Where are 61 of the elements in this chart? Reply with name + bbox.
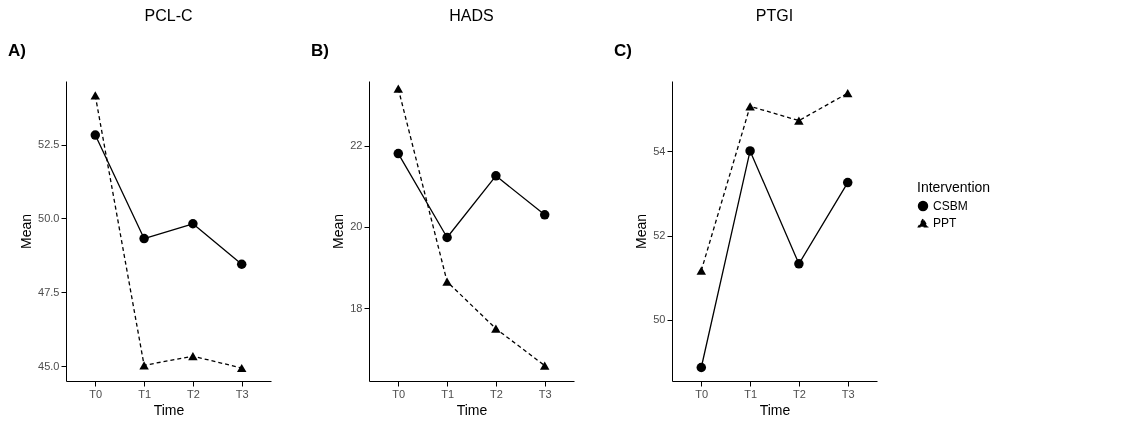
text: A) <box>8 41 26 60</box>
x-tick-label: T2 <box>186 387 200 400</box>
point <box>794 116 804 125</box>
text: C) <box>614 41 632 60</box>
x-tick-label: T0 <box>392 387 406 400</box>
y-tick-label: 52 <box>653 229 666 242</box>
chart-title: PCL-C <box>144 7 193 24</box>
x-tick-label: T0 <box>89 387 103 400</box>
point <box>745 146 755 156</box>
x-tick-label: T1 <box>138 387 152 400</box>
point <box>139 233 149 244</box>
x-tick-label: T2 <box>489 387 503 400</box>
y-tick-label: 20 <box>350 220 363 233</box>
point <box>188 352 198 361</box>
chart-title: PTGI <box>755 7 794 24</box>
chart-title: HADS <box>449 7 494 24</box>
legend-title: Intervention <box>917 179 991 195</box>
y-tick-label: 18 <box>350 301 363 314</box>
legend-label: PPT <box>933 216 958 230</box>
y-axis-title: Mean <box>330 213 347 250</box>
point <box>842 89 853 98</box>
point <box>236 259 247 269</box>
y-axis-title: Mean <box>633 213 650 250</box>
point <box>90 91 101 100</box>
point <box>442 277 452 286</box>
x-tick-label: T3 <box>235 387 249 400</box>
point <box>90 130 101 140</box>
point <box>745 102 755 111</box>
y-tick-label: 22 <box>350 139 363 152</box>
point <box>539 361 550 370</box>
x-tick-label: T3 <box>538 387 552 400</box>
point <box>442 232 452 243</box>
y-axis-title: Mean <box>18 213 35 250</box>
y-tick-label: 47.5 <box>38 285 60 298</box>
y-tick-label: 54 <box>653 144 666 157</box>
point <box>188 219 198 229</box>
point <box>842 177 853 188</box>
x-axis-title: Time <box>759 401 791 418</box>
x-axis-title: Time <box>153 401 185 418</box>
y-tick-label: 50 <box>653 313 666 326</box>
point <box>539 210 550 220</box>
y-tick-label: 45.0 <box>38 359 60 372</box>
y-tick-label: 50.0 <box>38 211 60 224</box>
x-tick-label: T3 <box>841 387 855 400</box>
point <box>236 363 247 373</box>
x-tick-label: T2 <box>792 387 806 400</box>
point <box>491 171 501 181</box>
legend-label: CSBM <box>933 199 968 213</box>
x-tick-label: T1 <box>744 387 758 400</box>
point <box>393 148 404 159</box>
point <box>696 362 707 373</box>
point <box>794 259 804 269</box>
point <box>491 324 501 333</box>
text: B) <box>311 41 329 60</box>
y-tick-label: 52.5 <box>38 138 60 151</box>
point <box>139 361 149 370</box>
point <box>696 266 707 275</box>
x-tick-label: T0 <box>695 387 709 400</box>
x-tick-label: T1 <box>441 387 455 400</box>
x-axis-title: Time <box>456 401 488 418</box>
point <box>393 84 404 93</box>
